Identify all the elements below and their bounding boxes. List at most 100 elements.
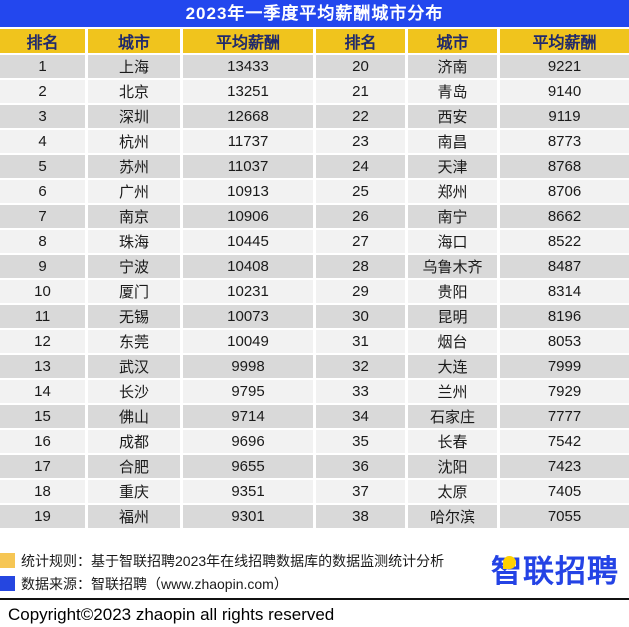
cell-rank: 21 bbox=[316, 80, 408, 105]
cell-rank: 4 bbox=[0, 130, 88, 155]
cell-salary: 10408 bbox=[183, 255, 316, 280]
cell-city: 济南 bbox=[408, 55, 500, 80]
table-row: 1 上海 13433 20 济南 9221 bbox=[0, 55, 629, 80]
cell-salary: 10049 bbox=[183, 330, 316, 355]
cell-rank: 12 bbox=[0, 330, 88, 355]
cell-salary: 8662 bbox=[500, 205, 629, 230]
cell-rank: 34 bbox=[316, 405, 408, 430]
cell-salary: 10073 bbox=[183, 305, 316, 330]
cell-rank: 14 bbox=[0, 380, 88, 405]
footer-divider bbox=[0, 598, 629, 600]
cell-rank: 2 bbox=[0, 80, 88, 105]
cell-rank: 30 bbox=[316, 305, 408, 330]
cell-city: 大连 bbox=[408, 355, 500, 380]
cell-rank: 23 bbox=[316, 130, 408, 155]
cell-city: 长沙 bbox=[88, 380, 183, 405]
cell-rank: 35 bbox=[316, 430, 408, 455]
table-row: 12 东莞 10049 31 烟台 8053 bbox=[0, 330, 629, 355]
cell-city: 贵阳 bbox=[408, 280, 500, 305]
cell-salary: 9714 bbox=[183, 405, 316, 430]
table-row: 18 重庆 9351 37 太原 7405 bbox=[0, 480, 629, 505]
cell-salary: 9696 bbox=[183, 430, 316, 455]
cell-rank: 11 bbox=[0, 305, 88, 330]
cell-rank: 18 bbox=[0, 480, 88, 505]
cell-rank: 1 bbox=[0, 55, 88, 80]
cell-rank: 26 bbox=[316, 205, 408, 230]
cell-rank: 8 bbox=[0, 230, 88, 255]
cell-salary: 7929 bbox=[500, 380, 629, 405]
cell-rank: 20 bbox=[316, 55, 408, 80]
cell-rank: 29 bbox=[316, 280, 408, 305]
page-title: 2023年一季度平均薪酬城市分布 bbox=[0, 0, 629, 27]
cell-rank: 10 bbox=[0, 280, 88, 305]
cell-salary: 9140 bbox=[500, 80, 629, 105]
cell-salary: 9301 bbox=[183, 505, 316, 530]
table-row: 7 南京 10906 26 南宁 8662 bbox=[0, 205, 629, 230]
cell-salary: 9655 bbox=[183, 455, 316, 480]
column-header-salary: 平均薪酬 bbox=[500, 29, 629, 55]
cell-salary: 8196 bbox=[500, 305, 629, 330]
cell-city: 石家庄 bbox=[408, 405, 500, 430]
cell-city: 成都 bbox=[88, 430, 183, 455]
cell-rank: 33 bbox=[316, 380, 408, 405]
cell-salary: 9998 bbox=[183, 355, 316, 380]
cell-salary: 13433 bbox=[183, 55, 316, 80]
cell-city: 天津 bbox=[408, 155, 500, 180]
cell-city: 厦门 bbox=[88, 280, 183, 305]
cell-salary: 7542 bbox=[500, 430, 629, 455]
blue-swatch-icon bbox=[0, 576, 15, 591]
cell-city: 苏州 bbox=[88, 155, 183, 180]
cell-salary: 12668 bbox=[183, 105, 316, 130]
cell-city: 郑州 bbox=[408, 180, 500, 205]
cell-salary: 10231 bbox=[183, 280, 316, 305]
table-row: 10 厦门 10231 29 贵阳 8314 bbox=[0, 280, 629, 305]
column-header-rank: 排名 bbox=[0, 29, 88, 55]
cell-salary: 9351 bbox=[183, 480, 316, 505]
cell-city: 昆明 bbox=[408, 305, 500, 330]
table-row: 16 成都 9696 35 长春 7542 bbox=[0, 430, 629, 455]
cell-salary: 10906 bbox=[183, 205, 316, 230]
cell-city: 合肥 bbox=[88, 455, 183, 480]
table-row: 19 福州 9301 38 哈尔滨 7055 bbox=[0, 505, 629, 530]
cell-rank: 27 bbox=[316, 230, 408, 255]
cell-city: 珠海 bbox=[88, 230, 183, 255]
cell-rank: 13 bbox=[0, 355, 88, 380]
cell-salary: 9221 bbox=[500, 55, 629, 80]
cell-rank: 5 bbox=[0, 155, 88, 180]
table-row: 9 宁波 10408 28 乌鲁木齐 8487 bbox=[0, 255, 629, 280]
cell-salary: 7405 bbox=[500, 480, 629, 505]
column-header-city: 城市 bbox=[408, 29, 500, 55]
cell-city: 南京 bbox=[88, 205, 183, 230]
legend-data-source: 数据来源：智联招聘（www.zhaopin.com） bbox=[0, 572, 629, 595]
cell-salary: 8053 bbox=[500, 330, 629, 355]
cell-city: 深圳 bbox=[88, 105, 183, 130]
cell-salary: 8706 bbox=[500, 180, 629, 205]
zhaopin-logo-text: 智联招聘 bbox=[491, 554, 619, 589]
cell-rank: 36 bbox=[316, 455, 408, 480]
cell-city: 长春 bbox=[408, 430, 500, 455]
table-header-row: 排名 城市 平均薪酬 排名 城市 平均薪酬 bbox=[0, 29, 629, 55]
cell-salary: 8487 bbox=[500, 255, 629, 280]
zhaopin-logo: 智联招聘 bbox=[483, 550, 619, 594]
cell-salary: 7055 bbox=[500, 505, 629, 530]
cell-salary: 7777 bbox=[500, 405, 629, 430]
table-row: 3 深圳 12668 22 西安 9119 bbox=[0, 105, 629, 130]
table-row: 2 北京 13251 21 青岛 9140 bbox=[0, 80, 629, 105]
cell-salary: 10913 bbox=[183, 180, 316, 205]
cell-rank: 17 bbox=[0, 455, 88, 480]
logo-yellow-dot-icon bbox=[503, 556, 516, 569]
cell-salary: 8768 bbox=[500, 155, 629, 180]
table-row: 14 长沙 9795 33 兰州 7929 bbox=[0, 380, 629, 405]
cell-city: 福州 bbox=[88, 505, 183, 530]
cell-salary: 9119 bbox=[500, 105, 629, 130]
cell-city: 杭州 bbox=[88, 130, 183, 155]
legend-stat-rule-label: 统计规则：基于智联招聘2023年在线招聘数据库的数据监测统计分析 bbox=[21, 552, 445, 569]
table-row: 15 佛山 9714 34 石家庄 7777 bbox=[0, 405, 629, 430]
cell-city: 南宁 bbox=[408, 205, 500, 230]
cell-salary: 8522 bbox=[500, 230, 629, 255]
cell-salary: 8314 bbox=[500, 280, 629, 305]
footer: 统计规则：基于智联招聘2023年在线招聘数据库的数据监测统计分析 数据来源：智联… bbox=[0, 549, 629, 625]
column-header-rank: 排名 bbox=[316, 29, 408, 55]
cell-rank: 32 bbox=[316, 355, 408, 380]
cell-salary: 7423 bbox=[500, 455, 629, 480]
